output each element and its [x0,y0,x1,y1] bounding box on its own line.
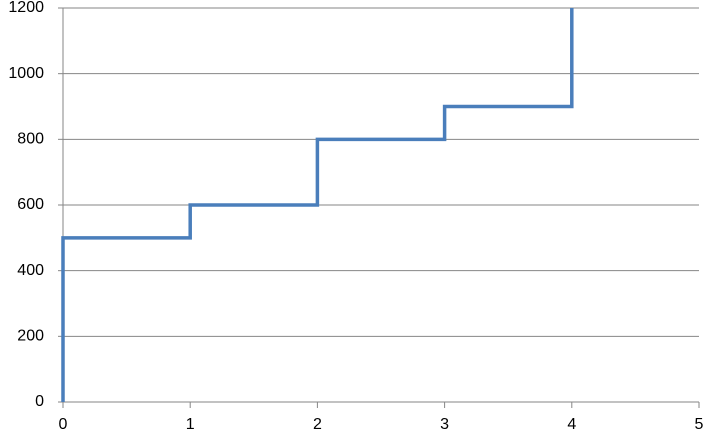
y-tick-label: 600 [17,196,44,213]
x-tick-label: 2 [313,416,322,433]
x-tick-label: 5 [695,416,704,433]
x-tick-label: 0 [59,416,68,433]
x-tick-label: 1 [186,416,195,433]
y-tick-label: 800 [17,131,44,148]
y-tick-label: 200 [17,328,44,345]
series-line [61,8,574,402]
x-tick-label: 3 [440,416,449,433]
y-tick-label: 400 [17,262,44,279]
y-tick-label: 1000 [8,65,44,82]
y-tick-label: 1200 [8,0,44,16]
x-tick-label: 4 [567,416,576,433]
y-tick-label: 0 [35,393,44,410]
